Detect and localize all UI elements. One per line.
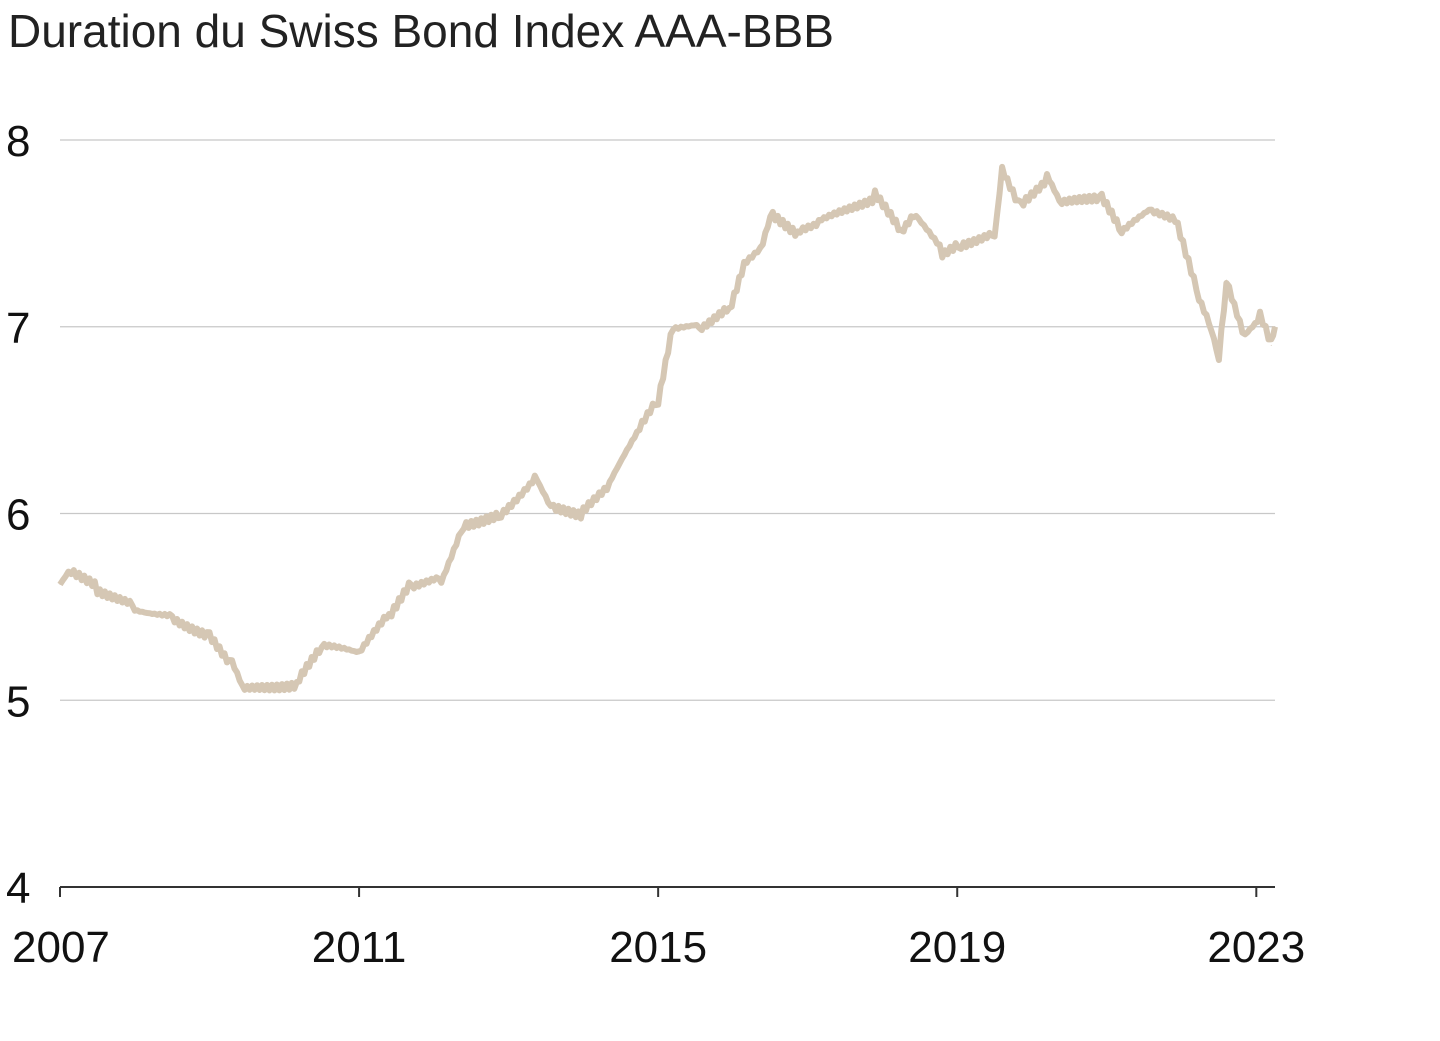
y-tick-label: 4 <box>6 864 30 913</box>
data-point <box>440 578 442 580</box>
data-point <box>70 569 72 571</box>
data-point <box>1020 204 1022 206</box>
data-point <box>672 326 674 328</box>
data-point <box>358 653 360 655</box>
data-point <box>1270 344 1272 346</box>
data-point <box>134 606 136 608</box>
data-point <box>1061 204 1063 206</box>
data-point <box>743 260 745 262</box>
data-point <box>1121 232 1123 234</box>
x-tick-label: 2023 <box>1207 923 1305 972</box>
data-point <box>96 587 98 589</box>
x-tick-label: 2019 <box>908 923 1006 972</box>
y-tick-label: 6 <box>6 491 30 540</box>
data-point <box>1098 195 1100 197</box>
data-point <box>1151 210 1153 212</box>
data-point <box>463 522 465 524</box>
data-point <box>1274 326 1276 328</box>
data-point <box>410 583 412 585</box>
x-tick-label: 2015 <box>609 923 707 972</box>
data-point <box>1244 335 1246 337</box>
data-point <box>915 214 917 216</box>
data-point <box>638 428 640 430</box>
data-point <box>818 223 820 225</box>
data-point <box>799 232 801 234</box>
y-tick-label: 7 <box>6 304 30 353</box>
data-point <box>231 662 233 664</box>
x-tick-label: 2011 <box>312 923 407 972</box>
data-point <box>500 513 502 514</box>
data-point <box>1195 288 1197 290</box>
series-line-duration <box>57 163 1278 694</box>
data-point <box>769 214 771 216</box>
data-point <box>388 615 390 617</box>
data-point <box>534 475 536 477</box>
data-point <box>1210 326 1212 328</box>
data-point <box>994 232 996 234</box>
data-point <box>900 232 902 234</box>
data-point <box>762 242 764 244</box>
y-tick-label: 8 <box>6 117 30 166</box>
data-point <box>298 681 300 683</box>
chart-title: Duration du Swiss Bond Index AAA-BBB <box>8 5 834 57</box>
data-point <box>698 326 700 328</box>
data-point <box>321 647 323 649</box>
data-point <box>1001 167 1003 169</box>
data-point <box>209 634 211 636</box>
data-point <box>1218 354 1220 356</box>
data-point <box>244 690 246 692</box>
data-point <box>960 242 962 244</box>
data-point <box>59 583 61 585</box>
data-point <box>552 509 554 511</box>
data-point <box>582 513 584 514</box>
data-point <box>657 400 659 402</box>
data-point <box>874 195 876 197</box>
y-tick-label: 5 <box>6 677 30 726</box>
data-point <box>941 251 943 253</box>
data-point <box>1225 279 1227 281</box>
data-point <box>1259 316 1261 318</box>
data-point <box>728 307 730 309</box>
data-point <box>171 615 173 617</box>
data-point <box>1046 176 1048 178</box>
data-point <box>609 484 611 486</box>
data-point <box>1177 223 1179 225</box>
x-tick-label: 2007 <box>12 923 110 972</box>
